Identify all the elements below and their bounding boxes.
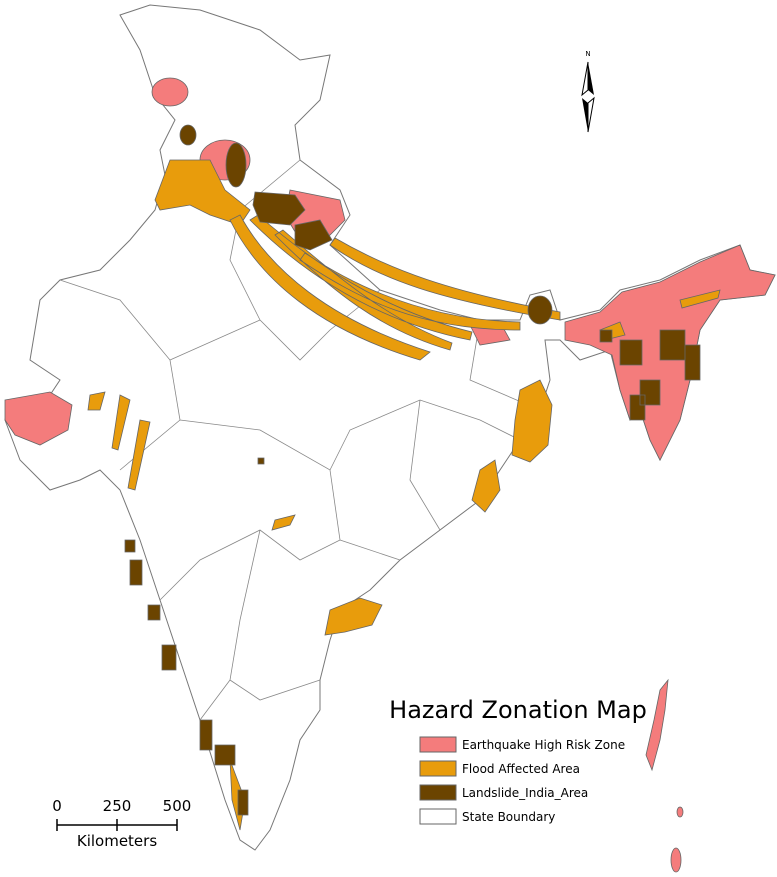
flood-zone xyxy=(229,214,561,361)
legend-label: Flood Affected Area xyxy=(462,762,580,776)
legend-label: Landslide_India_Area xyxy=(462,786,588,800)
legend: Earthquake High Risk Zone Flood Affected … xyxy=(419,736,625,825)
landslide-zones xyxy=(124,124,701,816)
map-title: Hazard Zonation Map xyxy=(389,696,647,724)
flood-zone xyxy=(229,514,296,831)
scale-tick-label: 0 xyxy=(52,797,62,815)
scale-bar: Kilometers 0 250 500 xyxy=(52,797,191,850)
flood-zone xyxy=(324,597,383,636)
earthquake-zone xyxy=(151,77,189,107)
landslide-zone xyxy=(252,191,306,226)
flood-zones xyxy=(87,159,721,831)
legend-swatch xyxy=(419,784,457,801)
scale-tick-label: 500 xyxy=(163,797,192,815)
scale-unit: Kilometers xyxy=(77,832,157,850)
legend-swatch xyxy=(419,808,457,825)
legend-label: Earthquake High Risk Zone xyxy=(462,738,625,752)
earthquake-zone xyxy=(670,847,682,873)
flood-zone xyxy=(511,379,553,463)
earthquake-zone xyxy=(676,806,684,818)
landslide-zone xyxy=(179,124,197,146)
landslide-zone xyxy=(599,329,701,421)
landslide-zone xyxy=(294,219,333,251)
scale-tick-label: 250 xyxy=(103,797,132,815)
landslide-zone xyxy=(527,295,553,325)
north-label: N xyxy=(585,50,590,58)
legend-label: State Boundary xyxy=(462,810,555,824)
earthquake-zone xyxy=(645,678,669,772)
north-arrow: N xyxy=(581,50,595,133)
legend-swatch xyxy=(419,736,457,753)
landslide-zone xyxy=(124,457,265,816)
flood-zone xyxy=(154,159,251,226)
legend-swatch xyxy=(419,760,457,777)
flood-zone xyxy=(87,391,151,491)
landslide-zone xyxy=(225,142,247,188)
flood-zone xyxy=(471,459,501,513)
earthquake-zone xyxy=(4,391,73,446)
